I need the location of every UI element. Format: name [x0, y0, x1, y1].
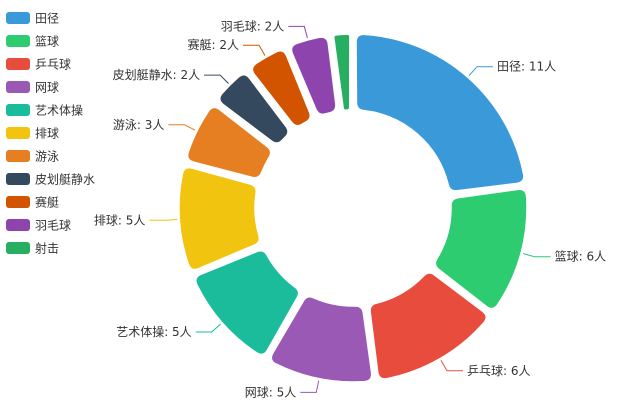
donut-slice-8[interactable]: [251, 50, 312, 127]
slice-label-8: 赛艇: 2人: [188, 37, 240, 52]
donut-slice-5[interactable]: [178, 166, 261, 271]
slice-label-4: 艺术体操: 5人: [116, 324, 192, 339]
donut-slices: [178, 33, 528, 383]
legend-item-9[interactable]: 羽毛球: [6, 219, 71, 233]
legend-swatch-5: [6, 127, 30, 139]
legend-label-2: 乒乓球: [35, 58, 71, 72]
legend-label-3: 网球: [35, 81, 59, 95]
slice-label-6: 游泳: 3人: [113, 118, 165, 132]
legend-label-5: 排球: [35, 127, 59, 141]
legend-item-8[interactable]: 赛艇: [6, 195, 59, 210]
slice-label-9: 羽毛球: 2人: [221, 19, 285, 33]
donut-slice-9[interactable]: [290, 36, 337, 116]
legend-item-7[interactable]: 皮划艇静水: [6, 173, 95, 187]
donut-slice-4[interactable]: [195, 249, 300, 356]
legend-swatch-7: [6, 173, 30, 185]
legend-swatch-10: [6, 242, 30, 254]
donut-slice-3[interactable]: [270, 296, 373, 383]
legend-item-2[interactable]: 乒乓球: [6, 58, 71, 72]
label-leader-line-7: [204, 74, 229, 84]
legend-item-0[interactable]: 田径: [6, 12, 59, 26]
legend-item-10[interactable]: 射击: [6, 241, 59, 256]
legend-swatch-1: [6, 35, 30, 47]
legend-swatch-6: [6, 150, 30, 162]
donut-slice-1[interactable]: [434, 188, 528, 310]
legend-label-9: 羽毛球: [35, 219, 71, 233]
donut-slice-6[interactable]: [186, 106, 272, 179]
slice-label-5: 排球: 5人: [94, 213, 146, 227]
label-leader-line-6: [168, 124, 196, 131]
legend-swatch-3: [6, 81, 30, 93]
legend-swatch-9: [6, 219, 30, 231]
legend-label-8: 赛艇: [35, 195, 59, 210]
label-leader-line-8: [243, 44, 266, 56]
slice-label-7: 皮划艇静水: 2人: [113, 68, 201, 82]
label-leader-line-5: [149, 219, 178, 221]
label-leader-line-2: [440, 360, 463, 372]
label-leader-line-4: [195, 323, 222, 333]
donut-slice-2[interactable]: [369, 272, 487, 380]
label-leader-line-9: [288, 25, 308, 39]
legend-label-4: 艺术体操: [35, 103, 83, 118]
label-leader-line-0: [468, 66, 493, 77]
legend-item-3[interactable]: 网球: [6, 81, 59, 95]
donut-slice-0[interactable]: [355, 33, 525, 192]
legend-label-10: 射击: [35, 241, 59, 256]
slice-label-1: 篮球: 6人: [555, 249, 607, 264]
legend-label-6: 游泳: [35, 150, 59, 164]
slice-label-0: 田径: 11人: [497, 60, 556, 74]
legend-label-1: 篮球: [35, 34, 59, 49]
legend-item-6[interactable]: 游泳: [6, 150, 59, 164]
legend-swatch-0: [6, 12, 30, 24]
label-leader-line-3: [300, 380, 320, 393]
slice-label-2: 乒乓球: 6人: [467, 364, 531, 378]
donut-slice-7[interactable]: [219, 74, 289, 144]
slice-label-3: 网球: 5人: [245, 385, 297, 399]
legend-label-7: 皮划艇静水: [35, 173, 95, 187]
legend-item-5[interactable]: 排球: [6, 127, 59, 141]
legend-swatch-2: [6, 58, 30, 70]
legend-label-0: 田径: [35, 12, 59, 26]
legend-swatch-8: [6, 196, 30, 208]
label-leader-line-1: [522, 253, 551, 258]
donut-slice-10[interactable]: [332, 33, 351, 112]
legend-item-4[interactable]: 艺术体操: [6, 103, 83, 118]
legend-item-1[interactable]: 篮球: [6, 34, 59, 49]
legend-swatch-4: [6, 104, 30, 116]
